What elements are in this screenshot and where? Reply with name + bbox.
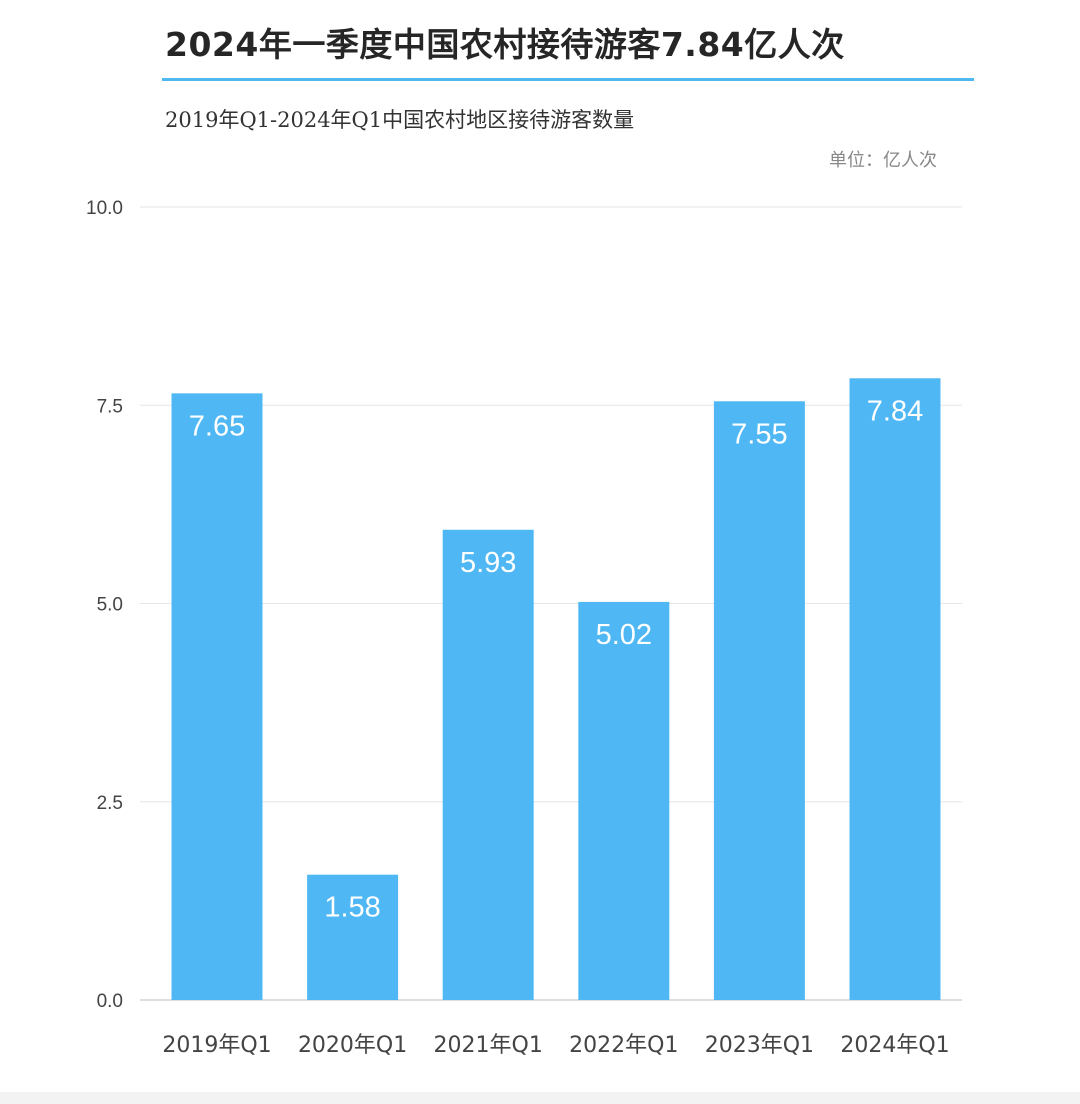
y-tick-label: 7.5 xyxy=(97,396,123,417)
bars xyxy=(171,378,941,1001)
bar xyxy=(849,378,941,1001)
x-tick-label: 2020年Q1 xyxy=(298,1033,407,1058)
bar-value-label: 7.65 xyxy=(189,410,245,442)
x-tick-label: 2019年Q1 xyxy=(162,1033,271,1058)
bar-value-label: 5.02 xyxy=(596,619,652,651)
bar xyxy=(442,529,534,1000)
bar-value-label: 7.55 xyxy=(731,418,787,450)
bar xyxy=(307,874,399,1000)
x-tick-label: 2022年Q1 xyxy=(569,1033,678,1058)
page-title: 2024年一季度中国农村接待游客7.84亿人次 xyxy=(165,25,845,64)
title-underline xyxy=(162,78,974,81)
x-tick-label: 2023年Q1 xyxy=(705,1033,814,1058)
bottom-strip xyxy=(0,1092,1080,1104)
bar-value-label: 7.84 xyxy=(867,395,923,427)
bar-value-labels: 7.65 1.58 5.93 5.02 7.55 7.84 xyxy=(189,395,923,923)
bar-value-label: 1.58 xyxy=(324,892,380,924)
bar xyxy=(578,601,670,1000)
chart-subtitle: 2019年Q1-2024年Q1中国农村地区接待游客数量 xyxy=(165,108,635,132)
y-tick-label: 5.0 xyxy=(97,595,123,616)
y-tick-label: 0.0 xyxy=(97,991,123,1012)
unit-label: 单位：亿人次 xyxy=(829,150,937,171)
bar xyxy=(713,401,805,1000)
bar xyxy=(171,393,263,1001)
x-tick-label: 2024年Q1 xyxy=(840,1033,949,1058)
y-axis-ticks: 0.0 2.5 5.0 7.5 10.0 xyxy=(86,198,123,1012)
x-axis-ticks: 2019年Q1 2020年Q1 2021年Q1 2022年Q1 2023年Q1 2024年… xyxy=(162,1033,949,1058)
x-tick-label: 2021年Q1 xyxy=(434,1033,543,1058)
y-tick-label: 10.0 xyxy=(86,198,123,219)
y-tick-label: 2.5 xyxy=(97,793,123,814)
bar-value-label: 5.93 xyxy=(460,547,516,579)
grid-lines xyxy=(140,206,962,1001)
